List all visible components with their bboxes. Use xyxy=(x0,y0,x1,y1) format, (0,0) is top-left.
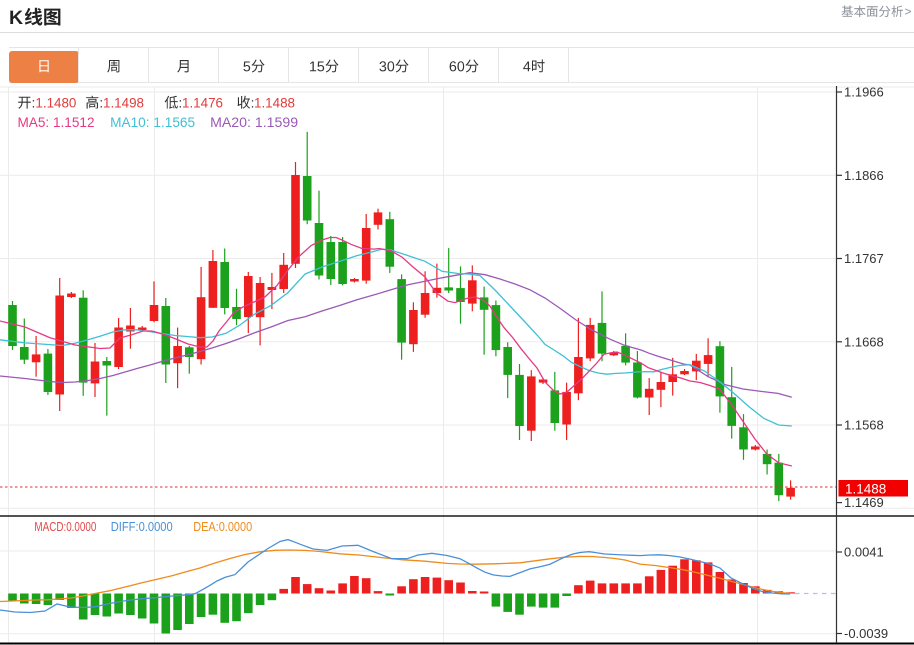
svg-text:1.1476: 1.1476 xyxy=(182,95,223,111)
svg-text:1.1767: 1.1767 xyxy=(844,251,884,266)
svg-text:1.1488: 1.1488 xyxy=(845,482,886,497)
svg-text:1.1668: 1.1668 xyxy=(844,334,884,349)
svg-text:1.1469: 1.1469 xyxy=(844,495,884,510)
svg-text:1.1488: 1.1488 xyxy=(254,95,295,111)
svg-text:-0.0039: -0.0039 xyxy=(844,626,888,641)
svg-text:DIFF:0.0000: DIFF:0.0000 xyxy=(111,519,173,534)
svg-text:1.1966: 1.1966 xyxy=(844,85,884,100)
svg-text:1.1498: 1.1498 xyxy=(103,95,144,111)
svg-text:1.1480: 1.1480 xyxy=(35,95,76,111)
svg-text:MACD:0.0000: MACD:0.0000 xyxy=(34,519,96,534)
svg-text:MA5: 1.1512: MA5: 1.1512 xyxy=(18,114,95,130)
svg-text:MA10: 1.1565: MA10: 1.1565 xyxy=(110,114,195,130)
svg-text:1.1568: 1.1568 xyxy=(844,418,884,433)
svg-text:0.0041: 0.0041 xyxy=(844,545,884,560)
svg-text:MA20: 1.1599: MA20: 1.1599 xyxy=(210,114,298,130)
svg-text:1.1866: 1.1866 xyxy=(844,168,884,183)
svg-text:>: > xyxy=(905,5,912,19)
svg-text:DEA:0.0000: DEA:0.0000 xyxy=(193,519,252,534)
